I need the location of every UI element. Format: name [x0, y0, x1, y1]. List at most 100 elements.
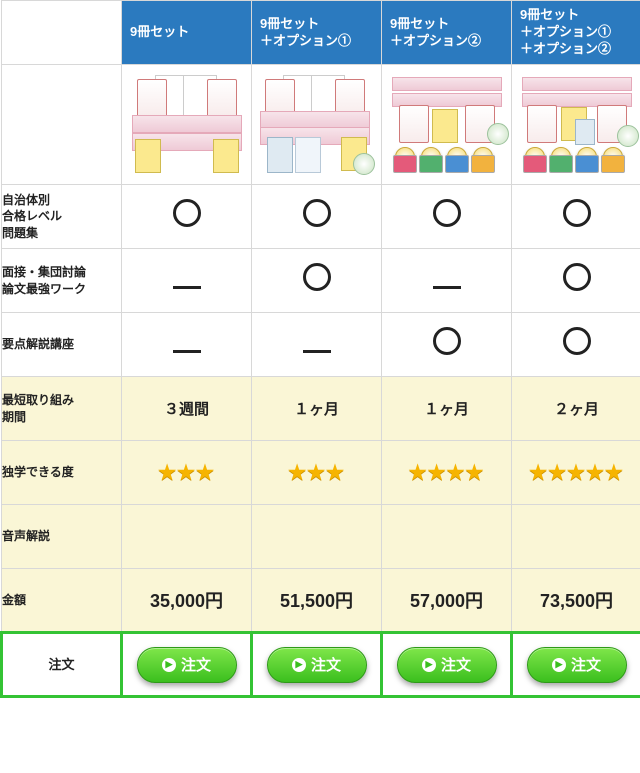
value-cell: ２ヶ月	[512, 377, 640, 441]
row-label: 面接・集団討論 論文最強ワーク	[2, 249, 122, 313]
mark-cell	[382, 185, 512, 249]
play-icon: ▶	[292, 658, 306, 672]
value-cell: 51,500円	[252, 569, 382, 633]
order-cell-3: ▶ 注文	[512, 633, 640, 697]
star-rating: ★★★★★	[529, 462, 624, 484]
value-cell: １ヶ月	[252, 377, 382, 441]
yellow-row: 独学できる度★★★★★★★★★★★★★★★	[2, 441, 640, 505]
feature-row: 要点解説講座	[2, 313, 640, 377]
circle-icon	[303, 263, 331, 291]
mark-cell	[122, 249, 252, 313]
order-cell-2: ▶ 注文	[382, 633, 512, 697]
order-button[interactable]: ▶ 注文	[137, 647, 237, 683]
cell-value: 73,500円	[540, 591, 613, 611]
product-image-row	[2, 65, 640, 185]
header-label: 9冊セット ＋オプション① ＋オプション②	[520, 7, 611, 56]
mark-cell	[122, 185, 252, 249]
comparison-table: 9冊セット 9冊セット ＋オプション① 9冊セット ＋オプション② 9冊セット …	[0, 0, 640, 698]
star-rating: ★★★	[158, 462, 215, 484]
row-label: 自治体別 合格レベル 問題集	[2, 185, 122, 249]
mark-cell	[122, 313, 252, 377]
mark-cell	[512, 313, 640, 377]
feature-row: 面接・集団討論 論文最強ワーク	[2, 249, 640, 313]
mark-cell	[252, 185, 382, 249]
image-blank	[2, 65, 122, 185]
cell-value: １ヶ月	[294, 401, 339, 418]
header-blank	[2, 1, 122, 65]
row-label: 音声解説	[2, 505, 122, 569]
circle-icon	[173, 199, 201, 227]
value-cell: ★★★	[122, 441, 252, 505]
yellow-row: 金額 35,000円 51,500円 57,000円 73,500円	[2, 569, 640, 633]
product-thumb-0	[122, 65, 252, 185]
dash-icon	[433, 286, 461, 289]
circle-icon	[563, 199, 591, 227]
row-label: 金額	[2, 569, 122, 633]
cell-value: １ヶ月	[424, 401, 469, 418]
value-cell	[122, 505, 252, 569]
order-button-label: 注文	[181, 654, 211, 675]
order-label: 注文	[48, 657, 74, 672]
row-label: 最短取り組み 期間	[2, 377, 122, 441]
order-cell-1: ▶ 注文	[252, 633, 382, 697]
value-cell: 35,000円	[122, 569, 252, 633]
order-button-label: 注文	[441, 654, 471, 675]
yellow-row: 音声解説	[2, 505, 640, 569]
cell-value: 51,500円	[280, 591, 353, 611]
mark-cell	[252, 249, 382, 313]
circle-icon	[303, 199, 331, 227]
value-cell	[252, 505, 382, 569]
value-cell: 57,000円	[382, 569, 512, 633]
play-icon: ▶	[162, 658, 176, 672]
order-button-label: 注文	[571, 654, 601, 675]
value-cell: ３週間	[122, 377, 252, 441]
cell-value: ３週間	[164, 401, 209, 418]
mark-cell	[252, 313, 382, 377]
circle-icon	[433, 327, 461, 355]
product-thumb-3	[512, 65, 640, 185]
header-col-2: 9冊セット ＋オプション②	[382, 1, 512, 65]
star-rating: ★★★★	[409, 462, 485, 484]
circle-icon	[433, 199, 461, 227]
header-col-1: 9冊セット ＋オプション①	[252, 1, 382, 65]
value-cell: ★★★★★	[512, 441, 640, 505]
header-row: 9冊セット 9冊セット ＋オプション① 9冊セット ＋オプション② 9冊セット …	[2, 1, 640, 65]
order-row: 注文 ▶ 注文 ▶ 注文 ▶ 注文 ▶ 注文	[2, 633, 640, 697]
feature-row: 自治体別 合格レベル 問題集	[2, 185, 640, 249]
dash-icon	[173, 350, 201, 353]
order-button-label: 注文	[311, 654, 341, 675]
header-label: 9冊セット ＋オプション②	[390, 16, 481, 48]
play-icon: ▶	[422, 658, 436, 672]
star-rating: ★★★	[288, 462, 345, 484]
order-button[interactable]: ▶ 注文	[527, 647, 627, 683]
order-label-cell: 注文	[2, 633, 122, 697]
value-cell: ★★★★	[382, 441, 512, 505]
cell-value: 35,000円	[150, 591, 223, 611]
value-cell	[382, 505, 512, 569]
value-cell	[512, 505, 640, 569]
value-cell: １ヶ月	[382, 377, 512, 441]
mark-cell	[382, 249, 512, 313]
header-label: 9冊セット	[130, 24, 189, 39]
header-col-3: 9冊セット ＋オプション① ＋オプション②	[512, 1, 640, 65]
value-cell: 73,500円	[512, 569, 640, 633]
cell-value: ２ヶ月	[554, 401, 599, 418]
header-col-0: 9冊セット	[122, 1, 252, 65]
order-cell-0: ▶ 注文	[122, 633, 252, 697]
product-thumb-1	[252, 65, 382, 185]
row-label: 要点解説講座	[2, 313, 122, 377]
order-button[interactable]: ▶ 注文	[267, 647, 367, 683]
order-button[interactable]: ▶ 注文	[397, 647, 497, 683]
row-label: 独学できる度	[2, 441, 122, 505]
mark-cell	[512, 249, 640, 313]
mark-cell	[512, 185, 640, 249]
circle-icon	[563, 327, 591, 355]
mark-cell	[382, 313, 512, 377]
header-label: 9冊セット ＋オプション①	[260, 16, 351, 48]
product-thumb-2	[382, 65, 512, 185]
play-icon: ▶	[552, 658, 566, 672]
yellow-row: 最短取り組み 期間 ３週間 １ヶ月 １ヶ月 ２ヶ月	[2, 377, 640, 441]
dash-icon	[303, 350, 331, 353]
circle-icon	[563, 263, 591, 291]
cell-value: 57,000円	[410, 591, 483, 611]
